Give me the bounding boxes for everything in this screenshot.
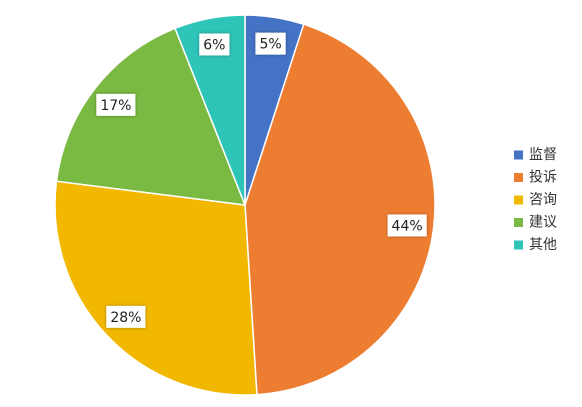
data-label-text: 17%: [100, 98, 131, 114]
legend-label: 其他: [529, 237, 557, 253]
data-label-text: 5%: [259, 37, 281, 53]
legend-label: 建议: [529, 215, 557, 231]
data-label-text: 6%: [203, 37, 225, 53]
pie-slice: [174, 14, 246, 206]
legend-swatch: [514, 173, 523, 182]
data-label: 5%: [255, 32, 286, 55]
pie-slice: [244, 23, 436, 396]
legend-swatch: [514, 240, 523, 250]
legend-swatch: [514, 195, 523, 205]
legend-label: 监督: [529, 147, 557, 163]
data-label-box: [387, 214, 427, 237]
data-label-text: 44%: [392, 218, 423, 234]
data-label-text: 28%: [110, 310, 141, 326]
data-label-box: [96, 93, 136, 116]
pie-slice: [54, 180, 258, 396]
data-label: 44%: [387, 214, 427, 237]
legend-swatch: [514, 218, 523, 227]
data-label: 28%: [106, 305, 146, 328]
legend-label: 投诉: [529, 170, 557, 186]
legend-label: 咨询: [529, 192, 557, 208]
data-label: 6%: [199, 33, 230, 56]
data-label-box: [255, 32, 286, 55]
pie-slice: [55, 27, 247, 206]
data-label-box: [106, 305, 146, 328]
data-label-box: [199, 33, 230, 56]
data-label: 17%: [96, 93, 136, 116]
legend-swatch: [514, 150, 523, 160]
